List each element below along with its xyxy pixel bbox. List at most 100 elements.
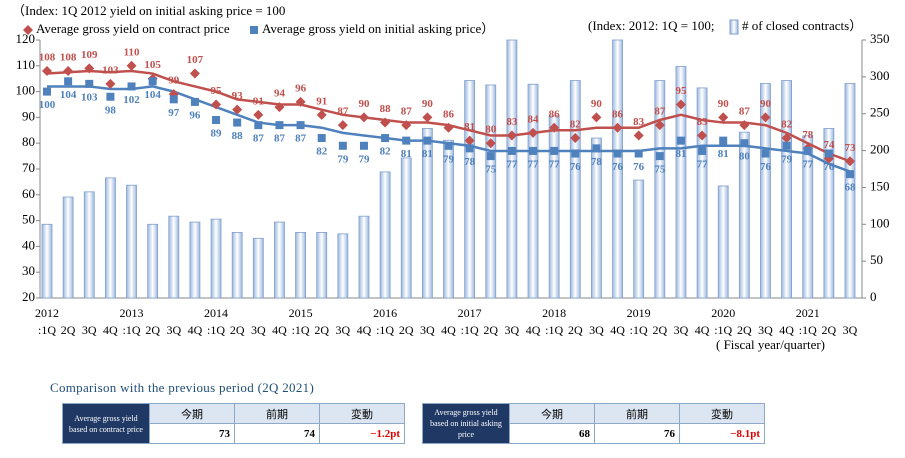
marker [740,139,749,148]
data-label: 76 [612,161,624,173]
marker [613,149,622,158]
marker [655,152,664,161]
marker [506,130,517,141]
data-label: 83 [697,116,709,128]
data-label: 110 [124,46,140,58]
marker [676,136,685,145]
marker [338,141,347,150]
marker [359,141,368,150]
x-tick-label: 4Q [272,323,287,337]
y-tick-label: 30 [22,263,35,278]
marker [423,136,432,145]
marker [486,152,495,161]
x-tick-label: 3Q [843,323,858,337]
data-label: 93 [232,90,244,102]
marker [633,130,644,141]
marker [464,135,475,146]
marker [401,120,412,131]
marker [571,149,580,158]
bar [443,139,454,299]
data-label: 98 [105,104,117,116]
x-tick-label: 3Q [505,323,520,337]
comparison-table: Average gross yield based on initial ask… [422,403,765,444]
y-tick-label: 60 [22,186,35,201]
marker [84,63,95,74]
y-tick-label: 20 [22,289,35,304]
index-note-right: (Index: 2012: 1Q = 100; [588,18,714,33]
legend-swatch [23,25,33,35]
bar [104,177,116,299]
x-tick-label: 4Q [526,323,541,337]
data-label: 99 [168,75,180,87]
x-tick-label: 4Q [103,323,118,337]
bar [591,137,602,299]
marker [295,96,306,107]
x-tick-label: :1Q [292,323,310,337]
data-label: 100 [39,99,56,111]
header: 今期 [509,403,595,424]
marker [718,112,729,123]
y2-tick-label: 250 [870,105,890,120]
bar [464,80,476,299]
y2-tick-label: 350 [870,31,890,46]
marker [698,146,707,155]
bar [231,231,243,299]
x-tick-label: 2Q [568,323,583,337]
data-label: 79 [443,153,455,165]
data-label: 88 [380,103,392,115]
x-tick-label: 2Q [314,323,329,337]
data-label: 89 [211,128,223,140]
marker [550,146,559,155]
bar [210,218,222,299]
data-label: 95 [675,85,687,97]
marker [529,146,538,155]
x-tick-label: 2Q [230,323,245,337]
data-label: 86 [443,108,455,120]
data-label: 82 [781,119,793,131]
y-tick-label: 100 [16,83,36,98]
bar [421,128,433,299]
marker [761,149,770,158]
bar [358,215,370,299]
marker [634,149,643,158]
x-year-label: 2012 [35,306,59,320]
data-label: 75 [485,164,497,176]
bar [548,115,560,299]
data-label: 102 [123,94,140,106]
marker [380,117,391,128]
marker [465,144,474,153]
x-tick-label: 4Q [779,323,794,337]
marker [358,112,369,123]
x-tick-label: 2Q [822,323,837,337]
marker [126,60,137,71]
marker [212,115,221,124]
marker [443,122,454,133]
data-label: 87 [401,106,413,118]
x-tick-label: 3Q [336,323,351,337]
bar [633,179,645,299]
x-tick-label: 4Q [188,323,203,337]
x-tick-label: :1Q [376,323,394,337]
marker [127,82,136,91]
x-year-label: 2019 [627,306,651,320]
data-label: 77 [528,158,540,170]
header: 今期 [149,403,235,424]
x-tick-label: 2Q [483,323,498,337]
bar [189,221,201,299]
cell: −8.1pt [679,423,765,444]
index-note: （Index: 1Q 2012 yield on initial asking … [12,3,285,18]
marker [592,144,601,153]
y-tick-label: 90 [22,108,35,123]
marker [570,133,581,144]
data-label: 83 [633,116,645,128]
data-label: 76 [823,161,835,173]
marker [274,102,285,113]
data-label: 107 [187,54,204,66]
y2-tick-label: 0 [870,289,877,304]
x-tick-label: :1Q [630,323,648,337]
data-label: 73 [845,142,857,154]
row-label: Average gross yield based on initial ask… [422,403,510,444]
marker [845,156,855,167]
marker [507,146,516,155]
data-label: 96 [295,82,307,94]
